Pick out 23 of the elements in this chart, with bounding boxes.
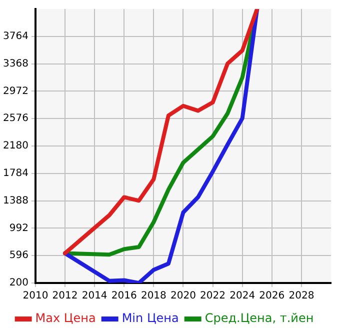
x-tick-label: 2022 bbox=[200, 290, 226, 302]
x-tick-label: 2016 bbox=[111, 290, 137, 302]
x-tick-label: 2010 bbox=[22, 290, 48, 302]
y-tick-label: 2972 bbox=[2, 86, 28, 97]
y-tick-label: 596 bbox=[9, 250, 28, 262]
x-tick-label: 2020 bbox=[170, 290, 196, 302]
x-tick-label: 2028 bbox=[288, 290, 314, 302]
x-tick-label: 2012 bbox=[52, 290, 78, 302]
y-tick-label: 2180 bbox=[2, 140, 28, 152]
x-tick-label: 2024 bbox=[230, 290, 256, 302]
x-tick-label: 2018 bbox=[140, 290, 166, 302]
y-tick-label: 992 bbox=[9, 222, 28, 234]
legend-label: Сред.Цена, т.йен bbox=[204, 311, 314, 326]
legend-label: Min Цена bbox=[122, 311, 179, 326]
y-tick-label: 200 bbox=[9, 278, 28, 289]
y-tick-label: 1784 bbox=[2, 168, 28, 179]
legend-label: Max Цена bbox=[35, 311, 96, 326]
x-tick-label: 2026 bbox=[259, 290, 285, 302]
y-tick-label: 3368 bbox=[2, 58, 28, 70]
y-tick-label: 3764 bbox=[2, 30, 28, 42]
y-tick-label: 2576 bbox=[2, 113, 28, 124]
x-tick-label: 2014 bbox=[82, 290, 108, 302]
y-tick-label: 1388 bbox=[2, 195, 28, 206]
